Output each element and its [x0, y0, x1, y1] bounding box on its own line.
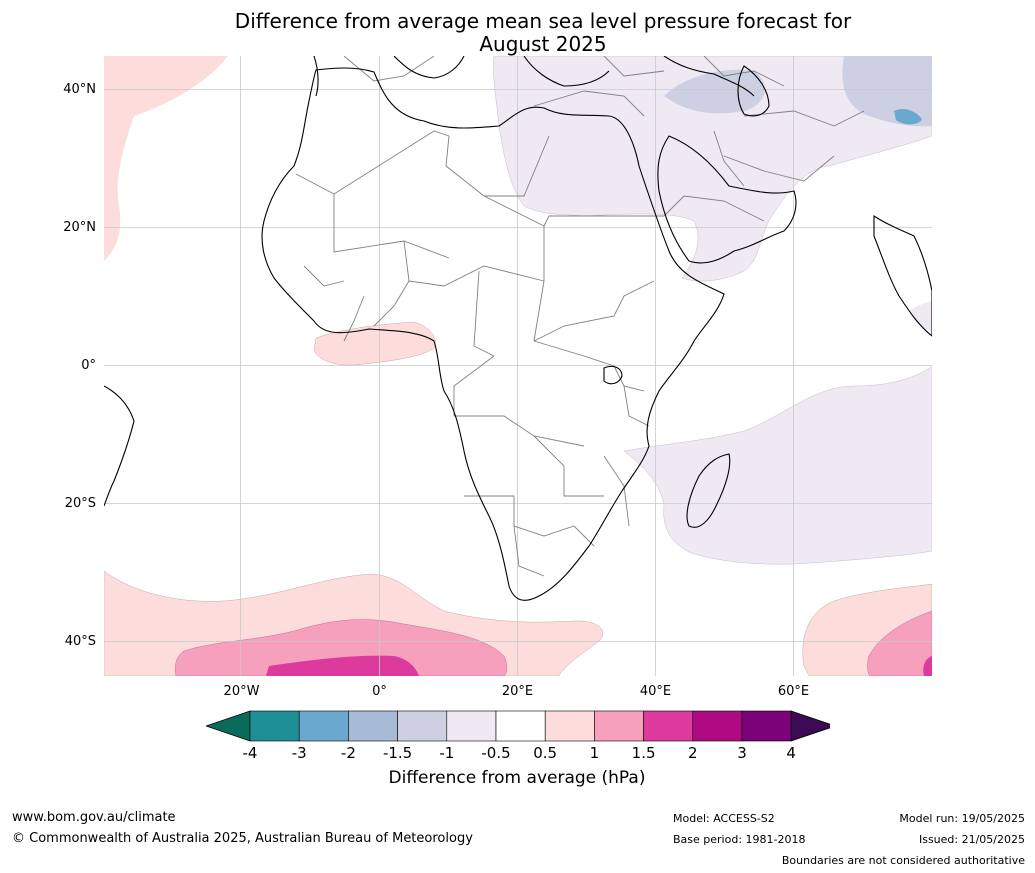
anomaly-area-north-atlantic — [104, 56, 228, 261]
anomaly-area-india-east — [909, 301, 932, 331]
latitude-label: 0° — [81, 357, 96, 373]
footer-model: Model: ACCESS-S2 — [673, 812, 775, 825]
colorbar-segment — [249, 710, 300, 742]
colorbar-segment — [495, 710, 546, 742]
colorbar-under-arrow — [204, 710, 251, 742]
longitude-label: 20°E — [501, 684, 534, 699]
anomaly-area-central-asia — [842, 56, 932, 127]
coast-south-america — [104, 385, 135, 507]
anomaly-area-southern-ocean-pink — [175, 619, 507, 676]
colorbar-segment — [692, 710, 743, 742]
coast-india — [873, 214, 932, 337]
colorbar-segment — [397, 710, 448, 742]
colorbar — [204, 710, 837, 748]
anomaly-area-central-asia-blue — [894, 108, 922, 125]
colorbar-segment — [741, 710, 792, 742]
footer-base-period: Base period: 1981-2018 — [673, 833, 806, 846]
anomaly-area-south-indian-pink — [867, 610, 932, 676]
colorbar-segment — [544, 710, 595, 742]
title-line-2: August 2025 — [479, 32, 607, 56]
colorbar-tick-label: -3 — [291, 744, 307, 762]
colorbar-tick-label: -0.5 — [481, 744, 511, 762]
forecast-map — [104, 56, 932, 676]
longitude-label: 0° — [372, 684, 387, 699]
colorbar-graphic — [204, 710, 837, 742]
anomaly-area-south-indian-magenta — [923, 656, 932, 676]
colorbar-tick-label: 1.5 — [631, 744, 656, 762]
latitude-label: 40°S — [64, 633, 96, 649]
title-line-1: Difference from average mean sea level p… — [234, 9, 852, 33]
coast-madagascar — [686, 453, 731, 528]
anomaly-area-south-indian-ocean — [623, 365, 932, 565]
latitude-label: 40°N — [63, 81, 96, 97]
footer-copyright: © Commonwealth of Australia 2025, Austra… — [12, 831, 473, 846]
footer-issued: Issued: 21/05/2025 — [918, 833, 1025, 846]
colorbar-tick-label: -1 — [439, 744, 455, 762]
coast-arabia — [657, 135, 797, 264]
colorbar-segment — [348, 710, 398, 742]
footer-website[interactable]: www.bom.gov.au/climate — [12, 810, 176, 825]
colorbar-tick-label: 1 — [589, 744, 600, 762]
coastlines — [104, 56, 932, 601]
country-borders — [295, 56, 865, 577]
colorbar-tick-label: 3 — [737, 744, 747, 762]
latitude-label: 20°N — [63, 219, 96, 235]
colorbar-segment — [446, 710, 497, 742]
colorbar-segment — [643, 710, 694, 742]
footer-boundaries: Boundaries are not considered authoritat… — [781, 854, 1025, 867]
colorbar-tick-label: -1.5 — [382, 744, 413, 762]
colorbar-segment — [594, 710, 644, 742]
map-panel[interactable] — [104, 56, 932, 676]
colorbar-tick-label: -2 — [340, 744, 356, 762]
colorbar-segment — [298, 710, 349, 742]
footer-model-run: Model run: 19/05/2025 — [899, 812, 1025, 825]
coast-caspian — [737, 65, 770, 117]
longitude-label: 20°W — [223, 684, 260, 699]
longitude-label: 40°E — [639, 684, 672, 699]
coast-lake-victoria — [603, 365, 623, 385]
colorbar-tick-label: -4 — [242, 744, 258, 762]
colorbar-label: Difference from average (hPa) — [388, 768, 646, 788]
coast-africa — [261, 67, 725, 601]
map-title: Difference from average mean sea level p… — [0, 10, 1035, 56]
coast-europe — [313, 56, 755, 97]
anomaly-area-southern-ocean-magenta — [266, 655, 419, 676]
colorbar-over-arrow — [790, 710, 837, 742]
anomaly-area-gulf-of-guinea — [313, 321, 436, 366]
longitude-label: 60°E — [777, 684, 810, 699]
colorbar-tick-label: 2 — [688, 744, 698, 762]
colorbar-tick-label: 4 — [786, 744, 796, 762]
graticule — [104, 56, 932, 676]
colorbar-tick-label: 0.5 — [533, 744, 558, 762]
latitude-label: 20°S — [64, 495, 96, 511]
